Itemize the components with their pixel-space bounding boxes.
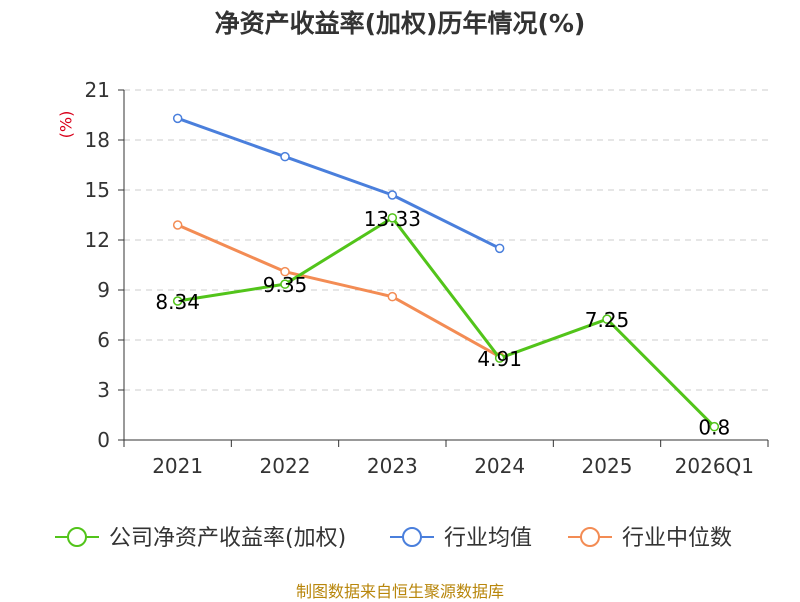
series-line-0 xyxy=(177,216,716,428)
legend-marker-1 xyxy=(402,527,422,547)
data-point xyxy=(387,190,398,200)
y-tick-label: 18 xyxy=(85,128,110,152)
y-tick-label: 9 xyxy=(97,278,110,302)
data-source-note: 制图数据来自恒生聚源数据库 xyxy=(295,582,504,601)
x-tick-label: 2022 xyxy=(260,454,311,478)
x-tick-label: 2023 xyxy=(367,454,418,478)
data-label: 13.33 xyxy=(364,207,421,231)
data-point xyxy=(280,266,290,277)
data-point xyxy=(387,291,398,302)
y-tick-label: 6 xyxy=(97,328,110,352)
x-tick-label: 2024 xyxy=(474,454,525,478)
x-tick-label: 2021 xyxy=(152,454,203,478)
data-point xyxy=(280,151,290,162)
data-point xyxy=(602,314,612,324)
data-point xyxy=(172,113,183,124)
x-tick-label: 2026Q1 xyxy=(675,454,754,478)
y-tick-label: 3 xyxy=(97,378,110,402)
series-line-1 xyxy=(177,116,501,250)
y-tick-label: 21 xyxy=(85,78,110,102)
y-tick-label: 15 xyxy=(85,178,110,202)
x-tick-label: 2025 xyxy=(582,454,633,478)
chart-title: 净资产收益率(加权)历年情况(%) xyxy=(214,9,586,38)
data-point xyxy=(387,213,398,223)
legend-label-1: 行业均值 xyxy=(444,526,532,551)
data-point xyxy=(172,296,183,306)
legend-label-0: 公司净资产收益率(加权) xyxy=(109,526,346,551)
series-line-2 xyxy=(177,223,501,358)
data-point xyxy=(709,421,720,432)
data-label: 8.34 xyxy=(155,290,200,314)
y-tick-label: 0 xyxy=(97,428,110,452)
data-point xyxy=(172,220,183,230)
data-label: 9.35 xyxy=(263,273,308,297)
data-point xyxy=(494,243,505,254)
y-tick-label: 12 xyxy=(85,228,110,252)
legend-marker-2 xyxy=(580,527,600,547)
data-label: 0.8 xyxy=(698,416,730,440)
data-point xyxy=(280,279,290,289)
legend-marker-0 xyxy=(67,527,87,547)
legend-label-2: 行业中位数 xyxy=(622,526,732,551)
data-point xyxy=(494,353,505,363)
data-label: 7.25 xyxy=(585,308,630,332)
data-label: 4.91 xyxy=(477,347,522,371)
